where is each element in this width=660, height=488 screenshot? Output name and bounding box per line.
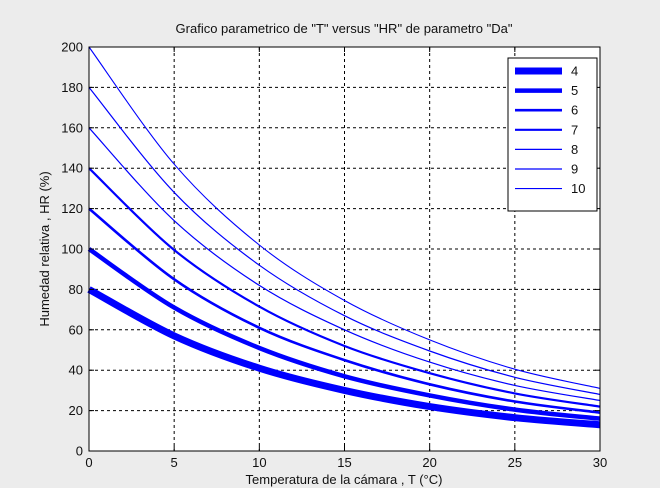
y-tick-label: 120 <box>61 201 83 216</box>
y-tick-label: 200 <box>61 40 83 55</box>
series-line-9 <box>88 87 601 395</box>
x-tick-label: 25 <box>508 455 522 470</box>
legend-box <box>507 57 598 212</box>
y-tick-label: 40 <box>69 363 83 378</box>
series-line-6 <box>88 207 601 414</box>
y-tick-label: 80 <box>69 282 83 297</box>
legend-label-5: 5 <box>571 83 578 98</box>
y-tick-label: 60 <box>69 322 83 337</box>
legend-label-7: 7 <box>571 122 578 137</box>
y-tick-label: 20 <box>69 403 83 418</box>
x-tick-label: 30 <box>593 455 607 470</box>
x-tick-label: 20 <box>422 455 436 470</box>
y-tick-label: 0 <box>76 444 83 459</box>
x-tick-label: 10 <box>252 455 266 470</box>
x-tick-label: 5 <box>171 455 178 470</box>
legend-label-10: 10 <box>571 181 585 196</box>
series-line-5 <box>87 247 601 421</box>
series-line-10 <box>88 46 601 389</box>
series-line-4 <box>87 286 601 429</box>
series-line-8 <box>88 127 601 402</box>
x-tick-label: 15 <box>337 455 351 470</box>
legend-label-6: 6 <box>571 103 578 118</box>
chart-title: Grafico parametrico de "T" versus "HR" d… <box>176 21 513 36</box>
legend-label-4: 4 <box>571 64 578 79</box>
y-axis-label: Humedad relativa , HR (%) <box>37 171 52 326</box>
legend-label-9: 9 <box>571 162 578 177</box>
y-tick-label: 160 <box>61 120 83 135</box>
series-line-7 <box>88 167 601 408</box>
y-tick-label: 100 <box>61 242 83 257</box>
legend-label-8: 8 <box>571 142 578 157</box>
series-lines <box>87 46 601 429</box>
axis-ticks: 0 5 10 15 20 25 30 0 20 40 60 80 100 120 140 160 180 200 <box>61 40 607 471</box>
legend: 4 5 6 7 8 9 10 <box>507 57 598 212</box>
y-tick-label: 140 <box>61 161 83 176</box>
x-tick-label: 0 <box>85 455 92 470</box>
x-axis-label: Temperatura de la cámara , T (°C) <box>246 472 443 487</box>
y-tick-label: 180 <box>61 80 83 95</box>
